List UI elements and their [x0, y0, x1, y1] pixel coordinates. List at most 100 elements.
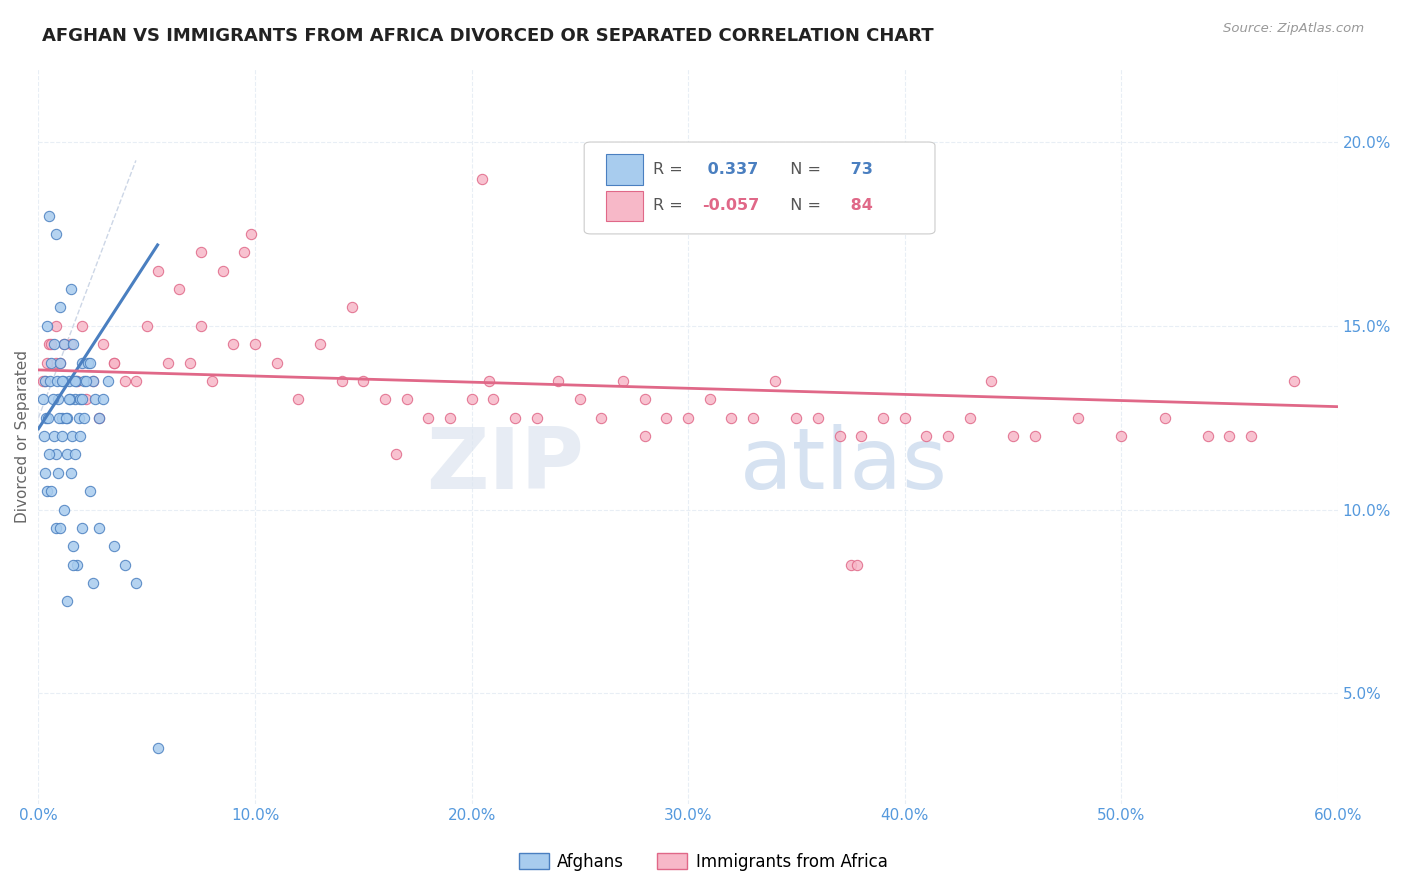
Point — [893, 410, 915, 425]
Point — [67, 410, 90, 425]
Y-axis label: Divorced or Separated: Divorced or Separated — [15, 350, 30, 523]
Point — [59, 466, 82, 480]
Point — [73, 410, 96, 425]
Point — [287, 392, 309, 407]
Point — [330, 374, 353, 388]
Point — [55, 410, 77, 425]
Point — [936, 429, 959, 443]
FancyBboxPatch shape — [606, 191, 643, 221]
Point — [763, 374, 786, 388]
Point — [31, 374, 53, 388]
Point — [38, 337, 60, 351]
Point — [699, 392, 721, 407]
Point — [66, 374, 89, 388]
Point — [720, 410, 742, 425]
FancyBboxPatch shape — [583, 142, 935, 234]
Point — [374, 392, 396, 407]
Point — [839, 558, 862, 572]
Point — [62, 558, 84, 572]
Point — [634, 392, 657, 407]
Point — [384, 447, 406, 461]
Point — [1240, 429, 1263, 443]
Text: N =: N = — [780, 199, 827, 213]
Point — [478, 374, 501, 388]
Point — [55, 447, 77, 461]
Point — [742, 410, 765, 425]
Point — [135, 318, 157, 333]
Text: atlas: atlas — [740, 424, 948, 507]
Point — [591, 410, 613, 425]
Legend: Afghans, Immigrants from Africa: Afghans, Immigrants from Africa — [510, 845, 896, 880]
Point — [157, 355, 180, 369]
Point — [62, 539, 84, 553]
Point — [93, 392, 115, 407]
Point — [49, 355, 72, 369]
Point — [65, 447, 87, 461]
Point — [352, 374, 374, 388]
Point — [1218, 429, 1240, 443]
Point — [73, 374, 96, 388]
Point — [846, 558, 869, 572]
Point — [93, 337, 115, 351]
Point — [53, 502, 76, 516]
Point — [114, 374, 136, 388]
Point — [634, 429, 657, 443]
Point — [1109, 429, 1132, 443]
Point — [53, 337, 76, 351]
Point — [190, 245, 212, 260]
Point — [59, 392, 82, 407]
Point — [125, 374, 148, 388]
Point — [179, 355, 201, 369]
Point — [41, 337, 63, 351]
Point — [45, 227, 67, 241]
Point — [103, 355, 125, 369]
Point — [568, 392, 591, 407]
Point — [103, 539, 125, 553]
Point — [460, 392, 482, 407]
Point — [83, 392, 105, 407]
Point — [51, 429, 73, 443]
Point — [980, 374, 1002, 388]
Point — [65, 374, 87, 388]
Text: Source: ZipAtlas.com: Source: ZipAtlas.com — [1223, 22, 1364, 36]
Point — [342, 301, 364, 315]
Point — [87, 521, 110, 535]
Point — [58, 374, 80, 388]
Point — [77, 355, 100, 369]
Point — [69, 392, 91, 407]
Point — [239, 227, 262, 241]
Point — [46, 466, 69, 480]
Point — [243, 337, 266, 351]
Point — [55, 410, 77, 425]
Point — [51, 374, 73, 388]
Point — [49, 301, 72, 315]
Point — [82, 374, 104, 388]
Point — [45, 447, 67, 461]
Text: ZIP: ZIP — [426, 424, 583, 507]
Point — [309, 337, 332, 351]
Point — [87, 410, 110, 425]
Point — [103, 355, 125, 369]
Point — [75, 392, 97, 407]
Point — [547, 374, 569, 388]
Text: N =: N = — [780, 161, 827, 177]
Point — [97, 374, 120, 388]
Point — [1067, 410, 1090, 425]
Point — [41, 484, 63, 499]
Point — [190, 318, 212, 333]
Point — [69, 429, 91, 443]
Point — [785, 410, 807, 425]
Text: R =: R = — [652, 161, 688, 177]
Point — [60, 429, 83, 443]
Point — [45, 521, 67, 535]
Point — [79, 355, 101, 369]
Point — [959, 410, 981, 425]
Point — [872, 410, 894, 425]
Point — [70, 318, 93, 333]
Point — [1197, 429, 1219, 443]
Point — [34, 466, 56, 480]
Point — [146, 263, 169, 277]
Point — [395, 392, 418, 407]
Point — [79, 484, 101, 499]
Point — [915, 429, 938, 443]
